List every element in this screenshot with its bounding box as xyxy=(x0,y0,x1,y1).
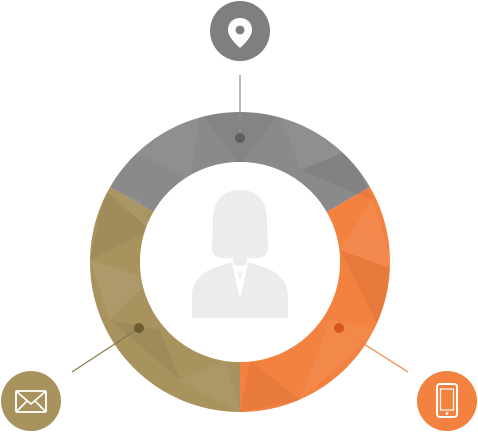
ring-segment-email[interactable] xyxy=(90,187,241,412)
location-pin-icon xyxy=(228,18,252,48)
smartphone-icon xyxy=(436,383,458,418)
businesswoman-avatar-icon xyxy=(192,190,288,318)
mobile-button[interactable] xyxy=(417,371,477,431)
email-button[interactable] xyxy=(1,371,61,431)
connector-location xyxy=(235,75,245,143)
location-button[interactable] xyxy=(210,1,270,61)
connector-mobile xyxy=(334,323,409,373)
connector-email xyxy=(71,323,144,373)
ring-segment-mobile[interactable] xyxy=(240,187,390,412)
envelope-icon xyxy=(15,390,47,413)
